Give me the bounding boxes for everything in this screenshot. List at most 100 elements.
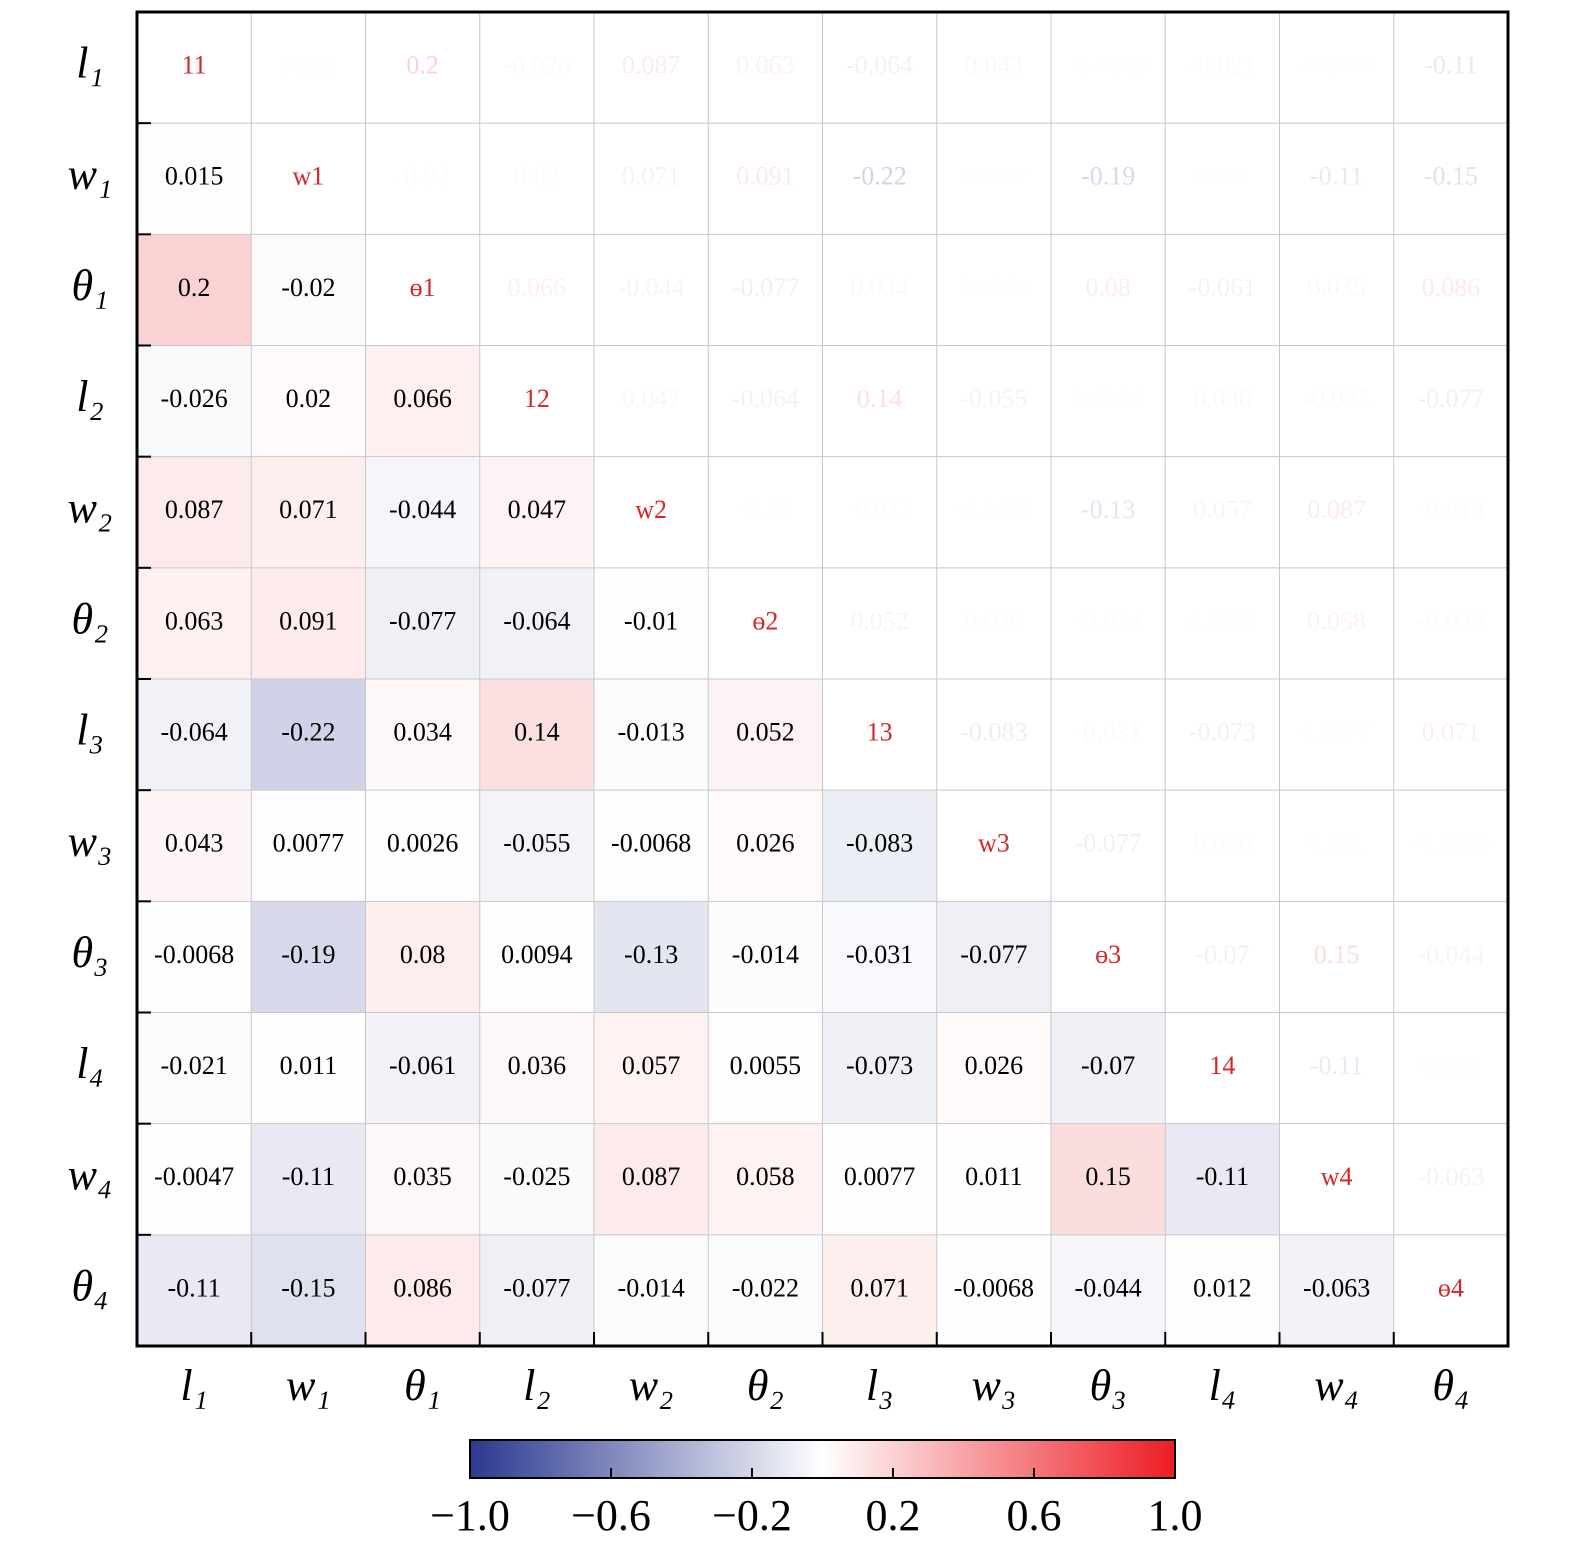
heatmap-cell xyxy=(708,790,823,902)
mirror-value: 0.0077 xyxy=(1301,718,1373,747)
y-tick-label: θ₄ xyxy=(72,1262,109,1311)
cell-value: 0.035 xyxy=(393,1162,452,1191)
y-tick-label: l₄ xyxy=(76,1039,104,1088)
cell-value: 0.0077 xyxy=(844,1162,916,1191)
cell-value: 0.066 xyxy=(393,384,452,413)
y-tick-label: w₂ xyxy=(68,483,113,532)
mirror-value: -0.014 xyxy=(1417,495,1484,524)
heatmap-cell xyxy=(594,1234,709,1346)
heatmap-cell xyxy=(1051,1012,1166,1124)
mirror-value: 0.14 xyxy=(857,384,903,413)
cell-value: -0.063 xyxy=(1303,1273,1370,1302)
mirror-value: -0.11 xyxy=(1424,51,1477,80)
cell-value: -0.026 xyxy=(161,384,228,413)
y-tick-label: θ₃ xyxy=(72,928,109,977)
cell-value: 0.2 xyxy=(178,273,211,302)
heatmap-cell xyxy=(822,790,937,902)
mirror-value: -0.19 xyxy=(1081,162,1135,191)
mirror-value: -0.0068 xyxy=(1411,829,1491,858)
heatmap-cell xyxy=(137,901,252,1013)
heatmap-cell xyxy=(594,1012,709,1124)
cell-value: 0.052 xyxy=(736,718,795,747)
mirror-value: 0.052 xyxy=(850,606,909,635)
mirror-value: -0.01 xyxy=(738,495,792,524)
cell-value: 0.034 xyxy=(393,718,452,747)
mirror-value: 0.091 xyxy=(736,162,795,191)
heatmap-cell xyxy=(479,1234,594,1346)
heatmap-cell xyxy=(1051,1234,1166,1346)
heatmap-cell xyxy=(137,679,252,791)
mirror-value: 0.066 xyxy=(508,273,567,302)
mirror-value: -0.02 xyxy=(396,162,450,191)
mirror-value: 0.026 xyxy=(1193,829,1252,858)
heatmap-cell xyxy=(251,456,366,568)
cell-value: -0.055 xyxy=(503,829,570,858)
heatmap-cell xyxy=(365,567,480,679)
y-tick-label: w₄ xyxy=(68,1150,113,1199)
colorbar-tick-label: 0.2 xyxy=(866,1491,921,1540)
heatmap-cell xyxy=(708,901,823,1013)
mirror-value: -0.11 xyxy=(1310,162,1363,191)
diagonal-label: 11 xyxy=(182,51,207,80)
heatmap-cell xyxy=(365,1234,480,1346)
mirror-value: -0.083 xyxy=(960,718,1027,747)
x-tick-label: w₃ xyxy=(972,1361,1017,1410)
cell-value: 0.0026 xyxy=(387,829,459,858)
mirror-value: -0.15 xyxy=(1424,162,1478,191)
heatmap-cell xyxy=(1165,1123,1280,1235)
heatmap-cell xyxy=(708,1123,823,1235)
mirror-value: 0.0026 xyxy=(958,273,1030,302)
cell-value: -0.077 xyxy=(960,940,1027,969)
mirror-value: -0.07 xyxy=(1195,940,1249,969)
mirror-value: 0.034 xyxy=(850,273,909,302)
x-tick-label: w₂ xyxy=(629,1361,674,1410)
heatmap-cell xyxy=(708,1234,823,1346)
cell-value: -0.073 xyxy=(846,1051,913,1080)
heatmap-cell xyxy=(137,123,252,235)
mirror-value: -0.077 xyxy=(1417,384,1484,413)
heatmap-cell xyxy=(822,1234,937,1346)
heatmap-cell xyxy=(137,1234,252,1346)
heatmap-cell xyxy=(365,1012,480,1124)
heatmap-cell xyxy=(137,345,252,457)
x-tick-label: θ₃ xyxy=(1090,1361,1127,1410)
mirror-value: 0.026 xyxy=(965,606,1024,635)
heatmap-cell xyxy=(365,345,480,457)
heatmap-cell xyxy=(822,901,937,1013)
cell-value: -0.014 xyxy=(732,940,799,969)
heatmap-cell xyxy=(1279,1234,1394,1346)
mirror-value: -0.077 xyxy=(732,273,799,302)
diagonal-label: 14 xyxy=(1209,1051,1235,1080)
heatmap-cell xyxy=(251,901,366,1013)
x-tick-label: θ₂ xyxy=(747,1361,784,1410)
heatmap-cell xyxy=(251,567,366,679)
heatmap-cell xyxy=(594,790,709,902)
x-tick-label: θ₁ xyxy=(404,1361,441,1410)
mirror-value: 0.036 xyxy=(1193,384,1252,413)
x-tick-label: l₃ xyxy=(866,1361,894,1410)
heatmap-cell xyxy=(251,234,366,346)
cell-value: 0.15 xyxy=(1085,1162,1131,1191)
mirror-value: 0.035 xyxy=(1307,273,1366,302)
cell-value: -0.044 xyxy=(1075,1273,1142,1302)
x-tick-label: θ₄ xyxy=(1432,1361,1469,1410)
heatmap-cell xyxy=(251,679,366,791)
heatmap-cell xyxy=(137,567,252,679)
mirror-value: -0.013 xyxy=(846,495,913,524)
mirror-value: -0.0047 xyxy=(1297,51,1377,80)
cell-value: 0.057 xyxy=(622,1051,681,1080)
cell-value: 0.012 xyxy=(1193,1273,1252,1302)
heatmap-cell xyxy=(479,790,594,902)
heatmap-cell xyxy=(594,1123,709,1235)
mirror-value: 0.0055 xyxy=(1187,606,1259,635)
mirror-value: -0.064 xyxy=(732,384,799,413)
cell-value: 0.063 xyxy=(165,606,224,635)
cell-value: -0.07 xyxy=(1081,1051,1135,1080)
mirror-value: 0.058 xyxy=(1307,606,1366,635)
heatmap-cell xyxy=(936,1123,1051,1235)
diagonal-label: 13 xyxy=(867,718,893,747)
colorbar-tick-label: −0.2 xyxy=(712,1491,792,1540)
heatmap-cell xyxy=(708,679,823,791)
heatmap-cell xyxy=(137,790,252,902)
heatmap-cell xyxy=(365,1123,480,1235)
